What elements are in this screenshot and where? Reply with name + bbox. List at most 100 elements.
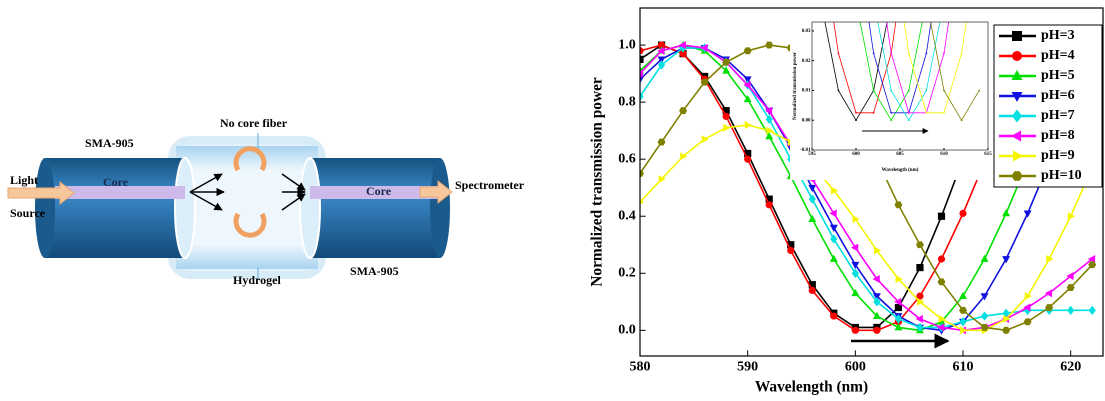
data-point [808,184,817,193]
x-tick-label: 605 [896,152,904,157]
data-point [700,43,708,52]
x-tick-label: 595 [808,152,816,157]
data-point [937,212,946,220]
x-axis-label: Wavelength (nm) [755,379,868,396]
data-point [1002,209,1011,217]
legend-label: pH=8 [1041,128,1075,143]
data-point [1002,256,1011,264]
fiber-right-face [299,157,321,259]
data-point [744,149,752,158]
data-point [766,126,774,135]
data-point [894,201,903,209]
x-tick-label: 600 [845,359,866,374]
data-point [873,0,875,2]
data-point [872,275,880,283]
data-point [640,199,645,205]
data-point [873,326,881,334]
data-point [907,52,910,55]
data-point [640,91,644,102]
data-point [723,123,731,132]
data-point [657,138,666,146]
y-axis-label: Normalized transmission power [793,51,798,120]
x-tick-label: 590 [737,359,758,374]
data-point [943,0,945,2]
data-point [959,291,967,299]
data-point [837,89,840,92]
data-point [894,323,903,331]
data-point [722,66,731,74]
data-point [1023,318,1032,326]
y-tick-label: 0.2 [618,265,636,280]
label: Core [366,184,392,198]
series-line [640,44,1093,332]
legend-box [993,24,1103,188]
data-point [873,297,881,307]
data-point [916,263,924,272]
data-point [874,246,882,255]
data-point [855,119,857,122]
ray [189,173,223,193]
data-point [1088,261,1097,269]
data-point [1067,305,1075,316]
series-line [824,22,888,122]
legend-marker [1012,109,1022,123]
data-point [937,255,946,263]
data-point [959,317,967,327]
data-point [926,0,928,2]
data-point [907,119,910,122]
data-point [851,268,859,278]
data-point [765,132,774,140]
data-point [980,311,989,321]
ray [281,173,306,191]
data-point [765,114,773,124]
data-point [1002,326,1011,334]
x-tick-label: 615 [984,152,992,157]
data-point [1045,304,1054,311]
y-axis-label: Normalized transmission power [589,77,606,287]
data-point [657,56,666,64]
data-point [959,209,967,217]
data-point [915,241,924,249]
data-point [1088,305,1096,316]
data-point [722,58,731,66]
data-point [640,69,643,78]
series-line [903,22,967,114]
core-right [310,186,440,199]
data-point [855,0,857,2]
label: Core [103,175,129,189]
data-point [640,47,644,55]
data-point [894,314,903,324]
data-point [808,286,816,294]
legend-marker [1011,130,1021,142]
data-point [959,306,967,314]
data-point [916,292,924,300]
data-point [640,170,644,177]
data-point [1024,292,1032,301]
legend-label: pH=7 [1041,108,1075,123]
series-line [886,22,950,114]
y-tick-label: 0.6 [618,151,636,166]
data-point [872,293,881,301]
data-point [744,120,752,129]
data-point [926,0,928,2]
fiber-left-end [35,158,55,258]
data-point [937,323,945,332]
ray [281,193,306,211]
data-point [744,155,752,163]
data-point [960,326,968,335]
y-tick-label: 0.8 [618,94,636,109]
data-point [1046,255,1054,263]
data-point [679,107,688,115]
data-point [743,94,752,103]
inset-background [790,12,996,180]
data-point [851,261,860,270]
ray [189,191,223,211]
data-point [787,246,795,255]
data-point [938,314,946,323]
data-point [890,52,893,55]
data-point [658,175,666,184]
legend-marker [1011,70,1023,80]
data-point [1066,272,1074,281]
data-point [960,52,963,55]
